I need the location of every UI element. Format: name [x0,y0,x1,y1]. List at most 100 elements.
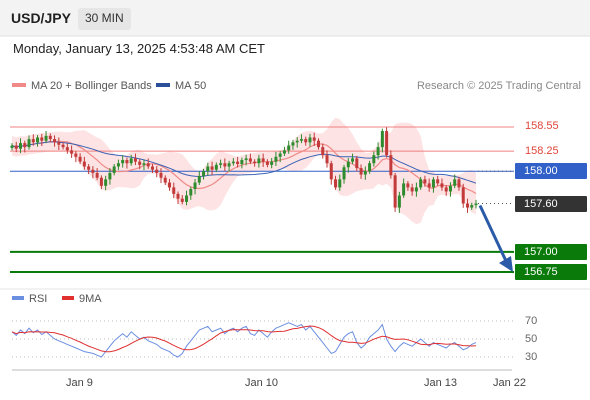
x-label-jan9: Jan 9 [66,377,93,389]
ma50-label: MA 50 [175,80,207,92]
candle-body [31,139,35,143]
candle-body [146,163,150,167]
candle-body [270,161,274,165]
candle-body [210,166,214,170]
candle-body [308,137,312,143]
candle-body [227,163,231,167]
support-price-box-2: 156.75 [515,264,587,280]
candle-body [453,179,457,186]
candle-body [423,179,427,184]
candle-body [176,193,180,199]
ma9-swatch [62,296,74,301]
forecast-arrow-head [499,256,513,272]
candle-body [27,139,31,148]
candle-body [231,161,235,164]
candle-body [23,143,27,148]
candle-body [274,156,278,162]
candle-body [129,158,133,164]
candle-body [125,160,129,164]
ma20-swatch [12,83,26,88]
candle-body [133,158,137,162]
candle-body [287,145,291,151]
candle-body [112,166,116,173]
candle-body [393,175,397,208]
rsi-swatch [12,296,24,301]
candle-body [40,137,44,141]
ma9-label: 9MA [79,293,102,305]
candle-body [36,137,40,143]
candle-body [304,139,308,143]
candle-body [316,140,320,148]
candle-body [172,187,176,194]
datetime-label: Monday, January 13, 2025 4:53:48 AM CET [13,41,265,56]
candle-body [346,161,350,168]
candle-body [376,147,380,156]
candle-body [436,179,440,184]
credit-text: Research © 2025 Trading Central [416,80,581,92]
forecast-arrow-shaft [478,204,508,262]
candle-body [202,171,206,177]
candle-body [116,163,120,167]
candle-body [351,158,355,162]
candle-body [91,169,95,173]
x-label-jan10: Jan 10 [245,377,279,389]
candle-body [363,171,367,175]
candle-body [448,185,452,192]
timeframe-badge[interactable]: 30 MIN [78,8,131,30]
candle-body [299,139,303,141]
candle-body [138,161,142,165]
candle-body [342,167,346,180]
candle-body [104,179,108,186]
candle-body [414,187,418,192]
last-price-box: 157.60 [515,196,587,212]
candle-body [457,179,461,188]
ma50-line [11,141,477,184]
candle-body [44,135,48,141]
legend-ma20: MA 20 + Bollinger Bands [12,80,152,92]
candle-body [185,195,189,202]
candle-body [180,198,184,202]
candle-body [474,203,478,206]
candle-body [95,172,99,178]
candle-body [372,155,376,164]
candle-body [410,187,414,192]
candle-body [470,205,474,208]
candle-body [312,137,316,141]
candle-body [70,150,74,154]
candle-body [295,140,299,143]
support-price-box-1: 157.00 [515,244,587,260]
candle-body [99,177,103,186]
candle-body [65,147,69,151]
candle-body [329,163,333,180]
level-label-158-25: 158.25 [525,145,559,157]
candle-body [168,182,172,188]
ma20-line [11,140,477,195]
candle-body [265,161,269,165]
candle-body [206,166,210,172]
candle-body [19,143,23,149]
candle-body [121,160,125,164]
level-label-158-55: 158.55 [525,120,559,132]
rsi-level-30: 30 [525,351,538,363]
candle-body [334,179,338,188]
symbol-label: USD/JPY [11,10,71,26]
legend-ma50: MA 50 [156,80,206,92]
candle-body [74,153,78,157]
legend-rsi: RSI [12,293,47,305]
candle-body [248,158,252,162]
candle-body [291,142,295,146]
candle-body [389,155,393,176]
candle-body [159,172,163,178]
candle-body [355,158,359,169]
candle-body [397,195,401,208]
candle-body [427,183,431,188]
candle-body [57,142,61,145]
candle-body [257,158,261,164]
candle-body [261,158,265,162]
candle-body [82,161,86,167]
candle-body [440,183,444,188]
candle-body [48,135,52,140]
candle-body [282,150,286,154]
candle-body [219,163,223,165]
